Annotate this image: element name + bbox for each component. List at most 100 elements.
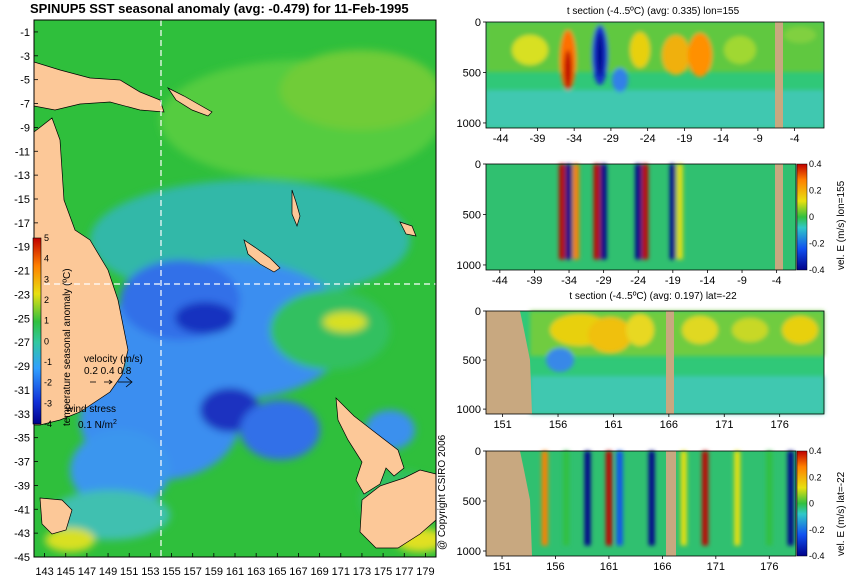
x-tick-label: 156	[549, 419, 567, 431]
new-zealand-north	[335, 397, 405, 495]
y-tick-label: 0	[475, 159, 481, 171]
lat-tick-label: -29	[14, 361, 30, 373]
velocity-arrows	[90, 376, 133, 388]
lon-tick-label: 147	[78, 566, 96, 578]
x-tick-label: 151	[493, 419, 511, 431]
panel1-title: t section (-4..5ºC) (avg: 0.335) lon=155	[567, 6, 740, 17]
panel2-x-axis: -44 -39 -34 -29 -24 -19 -14 -9 -4	[492, 270, 782, 287]
panel1-field	[486, 22, 824, 128]
x-tick-label: -34	[561, 275, 577, 287]
panel3-title: t section (-4..5ºC) (avg: 0.197) lat=-22	[569, 291, 737, 302]
panel3-land-west	[486, 311, 532, 414]
map-colorbar-tick: 4	[44, 254, 49, 264]
y-tick-label: 500	[463, 209, 481, 221]
new-zealand-south	[359, 469, 436, 549]
lat-tick-label: -11	[15, 146, 30, 158]
velocity-column	[566, 164, 573, 260]
y-tick-label: 500	[463, 355, 481, 367]
velocity-column	[635, 164, 642, 260]
lon-tick-label: 167	[289, 566, 307, 578]
panel2-colorbar-ticks: 0.4 0.2 0 -0.2 -0.4	[809, 159, 825, 275]
panel2-colorbar-label: vel. E (m/s) lon=155	[836, 180, 847, 270]
map-colorbar-tick: -3	[44, 398, 52, 408]
panel-vel-lat-22: 151 156 161 166 171 176 0 500 1000 0.4 0.2 0 -0.2 -…	[457, 446, 847, 573]
velocity-column	[734, 451, 741, 546]
lat-tick-label: -3	[20, 51, 30, 63]
x-tick-label: -44	[492, 275, 508, 287]
y-tick-label: 0	[475, 17, 481, 29]
lon-tick-label: 157	[184, 566, 202, 578]
australia	[34, 117, 129, 426]
x-tick-label: -34	[566, 133, 582, 145]
lat-tick-label: -25	[14, 313, 30, 325]
sst-anomaly-field	[45, 50, 436, 552]
lon-tick-label: 149	[99, 566, 117, 578]
tasmania	[39, 497, 73, 535]
panel3-land-mid	[666, 311, 674, 414]
velocity-column	[541, 451, 548, 546]
panel-t-section-lon155: t section (-4..5ºC) (avg: 0.335) lon=155…	[457, 6, 825, 145]
lat-tick-label: -23	[14, 289, 30, 301]
velocity-column	[676, 164, 683, 260]
velocity-column	[593, 164, 600, 260]
map-colorbar-tick: 5	[44, 233, 49, 243]
x-tick-label: -14	[699, 275, 715, 287]
vel-colorbar-tick: 0.4	[809, 159, 822, 169]
panel4-field	[541, 451, 794, 546]
y-tick-label: 1000	[457, 546, 481, 558]
lon-tick-label: 177	[395, 566, 413, 578]
map-colorbar-ticks: 5 4 3 2 1 0 -1 -2 -3 -4	[44, 233, 52, 429]
lon-tick-label: 173	[353, 566, 371, 578]
vel-colorbar-tick: 0	[809, 212, 814, 222]
new-caledonia	[243, 239, 281, 273]
map-colorbar-tick: -2	[44, 378, 52, 388]
lon-tick-label: 143	[35, 566, 53, 578]
map-colorbar	[32, 237, 42, 425]
lat-tick-label: -21	[14, 266, 30, 278]
panel4-colorbar-label: vel. E (m/s) lat=-22	[836, 471, 847, 556]
map-colorbar-tick: 2	[44, 295, 49, 305]
lat-tick-label: -17	[14, 218, 30, 230]
panel2-land	[775, 164, 783, 270]
y-tick-label: 500	[463, 496, 481, 508]
new-guinea	[34, 61, 165, 113]
velocity-column	[584, 451, 591, 546]
panel4-colorbar-ticks: 0.4 0.2 0 -0.2 -0.4	[809, 446, 825, 561]
lat-tick-label: -41	[14, 504, 30, 516]
vel-colorbar-tick: -0.4	[809, 551, 825, 561]
velocity-column	[616, 451, 623, 546]
velocity-column	[648, 451, 655, 546]
panel3-x-axis: 151 156 161 166 171 176	[493, 414, 789, 431]
y-tick-label: 0	[475, 306, 481, 318]
y-tick-label: 1000	[457, 260, 481, 272]
lat-tick-label: -5	[20, 75, 30, 87]
velocity-column	[642, 164, 649, 260]
lon-tick-label: 161	[226, 566, 244, 578]
velocity-column	[572, 164, 579, 260]
x-tick-label: 176	[760, 561, 778, 573]
x-tick-label: 161	[600, 561, 618, 573]
velocity-label: velocity (m/s)	[84, 354, 143, 365]
x-tick-label: 156	[546, 561, 564, 573]
vel-colorbar-tick: 0.2	[809, 472, 822, 482]
lat-tick-label: -37	[14, 457, 30, 469]
velocity-column	[787, 451, 794, 546]
x-tick-label: -9	[737, 275, 747, 287]
lat-tick-label: -35	[14, 433, 30, 445]
x-tick-label: -44	[493, 133, 509, 145]
lat-tick-label: -13	[14, 170, 30, 182]
map-colorbar-tick: 1	[44, 316, 49, 326]
panel3-field	[530, 311, 824, 414]
lat-tick-label: -45	[14, 552, 30, 564]
y-tick-label: 0	[475, 446, 481, 458]
lon-tick-label: 169	[310, 566, 328, 578]
lon-tick-label: 159	[205, 566, 223, 578]
wind-stress-label: wind stress	[65, 404, 116, 415]
lon-tick-label: 171	[332, 566, 350, 578]
lon-tick-label: 163	[247, 566, 265, 578]
velocity-column	[766, 451, 773, 546]
map-colorbar-tick: -4	[44, 419, 52, 429]
x-tick-label: 161	[604, 419, 622, 431]
vel-colorbar-tick: 0.4	[809, 446, 822, 456]
